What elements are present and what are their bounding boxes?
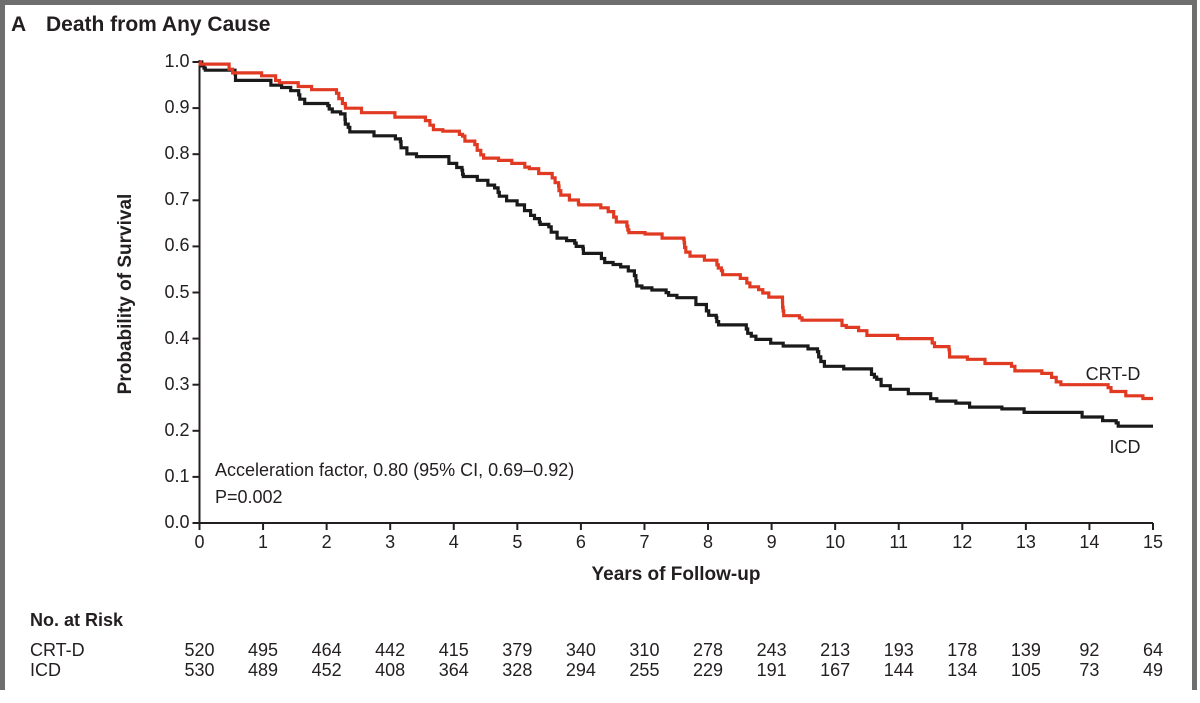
risk-count-icd: 452 <box>311 660 342 680</box>
risk-count-crt-d: 310 <box>629 640 660 660</box>
risk-count-crt-d: 464 <box>311 640 342 660</box>
y-tick-label: 0.3 <box>164 373 190 394</box>
annotation-block: Acceleration factor, 0.80 (95% CI, 0.69–… <box>215 457 574 511</box>
risk-count-crt-d: 495 <box>248 640 279 660</box>
x-tick-label: 3 <box>385 532 396 552</box>
chart-title: Death from Any Cause <box>46 13 271 36</box>
risk-count-crt-d: 178 <box>947 640 978 660</box>
x-tick-label: 5 <box>512 532 523 552</box>
risk-count-icd: 328 <box>502 660 533 680</box>
risk-count-icd: 364 <box>438 660 469 680</box>
panel-label: A <box>11 13 27 36</box>
risk-count-crt-d: 139 <box>1010 640 1041 660</box>
x-tick-label: 1 <box>258 532 269 552</box>
annotation-p-value: P=0.002 <box>215 487 283 507</box>
survival-curve-icd <box>199 60 1153 428</box>
x-tick-label: 15 <box>1142 532 1164 552</box>
x-tick-label: 7 <box>639 532 650 552</box>
risk-count-icd: 489 <box>248 660 279 680</box>
figure-border-top <box>0 0 1197 5</box>
risk-count-icd: 294 <box>565 660 596 680</box>
y-tick-label: 0.6 <box>164 235 190 256</box>
risk-row-label-icd: ICD <box>30 660 61 680</box>
x-tick-label: 8 <box>703 532 714 552</box>
risk-row-label-crtd: CRT-D <box>30 640 85 660</box>
x-tick-label: 13 <box>1015 532 1036 552</box>
risk-table-title: No. at Risk <box>30 610 124 630</box>
risk-count-icd: 134 <box>947 660 978 680</box>
risk-count-crt-d: 442 <box>375 640 406 660</box>
x-tick-label: 6 <box>575 532 586 552</box>
risk-count-icd: 255 <box>629 660 660 680</box>
y-tick-label: 0.2 <box>164 419 190 440</box>
y-tick-label: 0.7 <box>164 189 190 210</box>
x-tick-label: 9 <box>766 532 777 552</box>
y-tick-label: 0.0 <box>164 512 190 532</box>
figure-border-right <box>1192 0 1197 690</box>
x-tick-label: 12 <box>952 532 973 552</box>
risk-count-crt-d: 278 <box>693 640 724 660</box>
risk-count-icd: 105 <box>1010 660 1041 680</box>
risk-count-icd: 167 <box>820 660 851 680</box>
y-tick-label: 1.0 <box>164 51 190 71</box>
risk-count-crt-d: 415 <box>438 640 469 660</box>
risk-count-crt-d: 340 <box>565 640 596 660</box>
annotation-acceleration-factor: Acceleration factor, 0.80 (95% CI, 0.69–… <box>215 460 575 480</box>
x-tick-label: 0 <box>194 532 205 552</box>
risk-count-crt-d: 213 <box>820 640 851 660</box>
y-tick-label: 0.8 <box>164 143 190 164</box>
y-tick-label: 0.5 <box>164 281 190 302</box>
risk-count-crt-d: 243 <box>756 640 787 660</box>
x-tick-label: 11 <box>889 532 909 552</box>
risk-count-crt-d: 379 <box>502 640 533 660</box>
figure-border-left <box>0 0 5 690</box>
risk-count-icd: 144 <box>883 660 914 680</box>
risk-count-icd: 49 <box>1142 660 1164 680</box>
curve-label-crtd: CRT-D <box>1085 364 1141 384</box>
risk-count-icd: 530 <box>184 660 215 680</box>
risk-count-crt-d: 193 <box>883 640 914 660</box>
x-tick-label: 4 <box>448 532 459 552</box>
x-axis-title: Years of Follow-up <box>591 564 761 585</box>
y-tick-label: 0.9 <box>164 97 190 118</box>
x-tick-label: 10 <box>825 532 846 552</box>
risk-count-icd: 408 <box>375 660 406 680</box>
y-tick-label: 0.1 <box>164 465 190 486</box>
risk-count-icd: 191 <box>756 660 787 680</box>
risk-count-crt-d: 520 <box>184 640 215 660</box>
curve-label-icd: ICD <box>1109 437 1141 457</box>
y-tick-label: 0.4 <box>164 327 190 348</box>
risk-count-crt-d: 64 <box>1142 640 1164 660</box>
x-tick-label: 14 <box>1079 532 1100 552</box>
risk-count-crt-d: 92 <box>1079 640 1100 660</box>
risk-count-icd: 229 <box>693 660 724 680</box>
x-tick-label: 2 <box>321 532 332 552</box>
survival-curve-crtd <box>198 60 1153 401</box>
risk-count-icd: 73 <box>1079 660 1100 680</box>
